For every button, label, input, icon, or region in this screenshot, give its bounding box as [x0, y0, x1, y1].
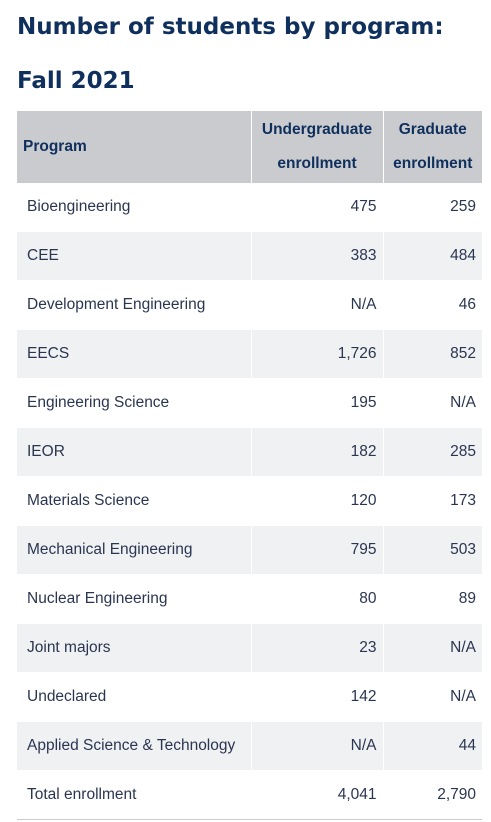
- table-row: CEE 383 484: [17, 231, 482, 281]
- cell-grad: 503: [383, 525, 482, 575]
- total-row: Total enrollment 4,041 2,790: [17, 770, 482, 820]
- cell-grad: 259: [383, 183, 482, 232]
- cell-undergrad: 195: [251, 378, 384, 428]
- cell-undergrad: 80: [251, 574, 384, 624]
- cell-grad: 2,790: [383, 770, 482, 820]
- cell-undergrad: 795: [251, 525, 384, 575]
- cell-grad: 852: [383, 329, 482, 379]
- cell-undergrad: 1,726: [251, 329, 384, 379]
- table-row: EECS 1,726 852: [17, 329, 482, 379]
- cell-grad: N/A: [383, 378, 482, 428]
- cell-grad: 44: [383, 721, 482, 771]
- header-graduate: Graduate enrollment: [383, 111, 482, 183]
- page-title: Number of students by program: Fall 2021: [17, 0, 487, 108]
- cell-program: Materials Science: [17, 476, 252, 526]
- cell-program: Development Engineering: [17, 280, 252, 330]
- cell-undergrad: N/A: [251, 280, 384, 330]
- enrollment-table: Program Undergraduate enrollment Graduat…: [17, 111, 482, 820]
- cell-program: Bioengineering: [17, 183, 252, 232]
- cell-grad: N/A: [383, 623, 482, 673]
- table-row: Development Engineering N/A 46: [17, 280, 482, 330]
- cell-program: Mechanical Engineering: [17, 525, 252, 575]
- cell-undergrad: 142: [251, 672, 384, 722]
- header-row: Program Undergraduate enrollment Graduat…: [17, 111, 482, 183]
- header-undergraduate-line-1: Undergraduate: [261, 121, 373, 138]
- title-line-1: Number of students by program:: [17, 14, 444, 40]
- header-undergraduate-line-2: enrollment: [277, 155, 357, 172]
- cell-grad: 89: [383, 574, 482, 624]
- title-line-2: Fall 2021: [17, 68, 135, 94]
- cell-program: IEOR: [17, 427, 252, 477]
- cell-undergrad: 182: [251, 427, 384, 477]
- cell-program: CEE: [17, 231, 252, 281]
- table-row: Engineering Science 195 N/A: [17, 378, 482, 428]
- cell-program: Total enrollment: [17, 770, 252, 820]
- cell-undergrad: 4,041: [251, 770, 384, 820]
- cell-program: Applied Science & Technology: [17, 721, 252, 771]
- cell-program: Engineering Science: [17, 378, 252, 428]
- header-undergraduate: Undergraduate enrollment: [251, 111, 384, 183]
- cell-grad: 46: [383, 280, 482, 330]
- cell-undergrad: 23: [251, 623, 384, 673]
- table-row: Nuclear Engineering 80 89: [17, 574, 482, 624]
- table-row: Joint majors 23 N/A: [17, 623, 482, 673]
- cell-grad: 173: [383, 476, 482, 526]
- cell-undergrad: 383: [251, 231, 384, 281]
- table-row: Applied Science & Technology N/A 44: [17, 721, 482, 771]
- header-program: Program: [17, 111, 252, 183]
- table-body: Bioengineering 475 259 CEE 383 484 Devel…: [17, 183, 482, 820]
- table-row: IEOR 182 285: [17, 427, 482, 477]
- cell-grad: 285: [383, 427, 482, 477]
- header-graduate-line-1: Graduate: [398, 121, 467, 138]
- table-row: Mechanical Engineering 795 503: [17, 525, 482, 575]
- table-row: Undeclared 142 N/A: [17, 672, 482, 722]
- cell-undergrad: 120: [251, 476, 384, 526]
- table-row: Bioengineering 475 259: [17, 183, 482, 232]
- cell-program: Joint majors: [17, 623, 252, 673]
- cell-program: Undeclared: [17, 672, 252, 722]
- table-header: Program Undergraduate enrollment Graduat…: [17, 111, 482, 183]
- cell-program: EECS: [17, 329, 252, 379]
- cell-undergrad: N/A: [251, 721, 384, 771]
- header-graduate-line-2: enrollment: [393, 155, 473, 172]
- table-row: Materials Science 120 173: [17, 476, 482, 526]
- cell-undergrad: 475: [251, 183, 384, 232]
- cell-program: Nuclear Engineering: [17, 574, 252, 624]
- cell-grad: 484: [383, 231, 482, 281]
- cell-grad: N/A: [383, 672, 482, 722]
